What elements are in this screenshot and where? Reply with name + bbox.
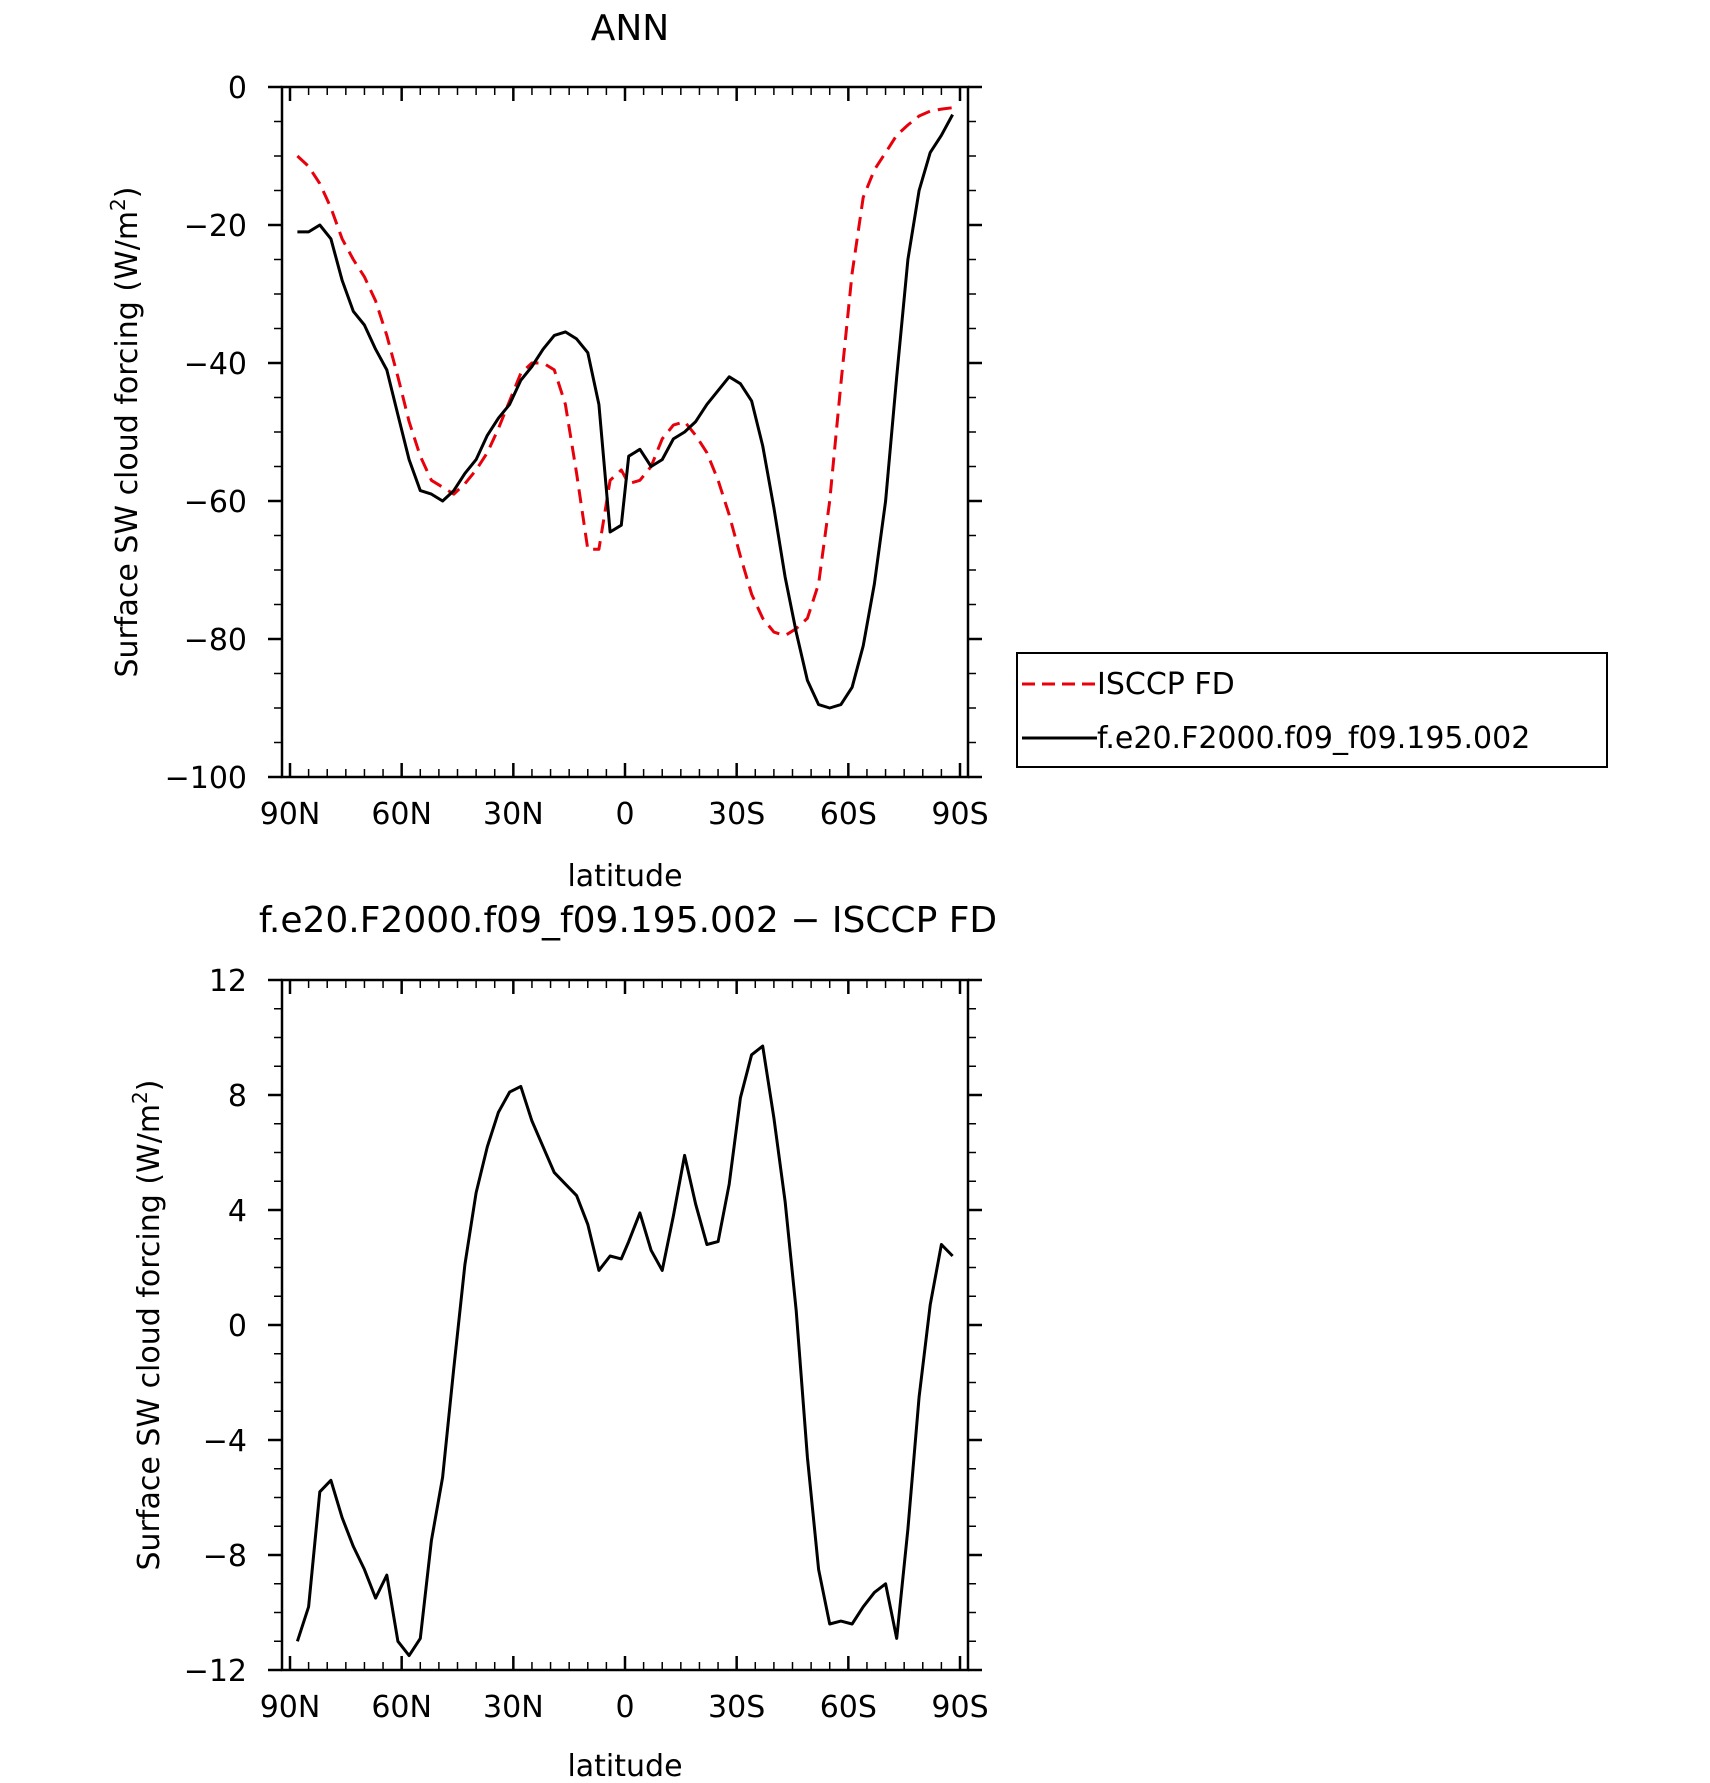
y-tick-label: 0 xyxy=(228,1309,247,1344)
series-line-f-e20-f2000-f09-f09-195-002 xyxy=(297,113,954,710)
y-tick-label: −20 xyxy=(184,209,247,244)
legend-label-model: f.e20.F2000.f09_f09.195.002 xyxy=(1097,721,1530,756)
y-tick-label: −8 xyxy=(203,1539,247,1574)
y-tick-label: −12 xyxy=(184,1654,247,1689)
x-tick-label: 60S xyxy=(820,1690,877,1725)
y-tick-label: −100 xyxy=(165,761,247,796)
legend-label-isccp: ISCCP FD xyxy=(1097,667,1235,702)
y-tick-label: −60 xyxy=(184,485,247,520)
x-tick-label: 0 xyxy=(615,797,634,832)
legend-box xyxy=(1016,652,1608,768)
top-x-axis-label: latitude xyxy=(567,859,682,894)
top-series-group xyxy=(296,106,954,710)
bottom-series-group xyxy=(295,1044,954,1658)
y-tick-label: 0 xyxy=(228,71,247,106)
x-tick-label: 0 xyxy=(615,1690,634,1725)
y-tick-label: 4 xyxy=(228,1194,247,1229)
x-tick-label: 30S xyxy=(708,1690,765,1725)
bottom-chart-panel: f.e20.F2000.f09_f09.195.002 − ISCCP FD 9… xyxy=(128,900,997,1783)
top-y-axis-label: Surface SW cloud forcing (W/m2) xyxy=(106,186,145,677)
y-tick-label: 12 xyxy=(209,964,247,999)
y-tick-label: −80 xyxy=(184,623,247,658)
bottom-plot-frame xyxy=(280,978,970,1672)
x-tick-label: 60N xyxy=(371,797,432,832)
x-tick-label: 90N xyxy=(260,1690,321,1725)
x-tick-label: 90N xyxy=(260,797,321,832)
x-tick-label: 90S xyxy=(931,1690,988,1725)
top-plot-frame xyxy=(280,85,970,779)
bottom-y-axis-label: Surface SW cloud forcing (W/m2) xyxy=(128,1079,167,1570)
y-tick-label: −4 xyxy=(203,1424,247,1459)
y-tick-label: 8 xyxy=(228,1079,247,1114)
x-tick-label: 60S xyxy=(820,797,877,832)
top-axis-ticks: 90N 60N 30N 0 30S 60S 90S 0 −20 −40 −60 −80 −100 xyxy=(165,71,989,832)
y-tick-label: −40 xyxy=(184,347,247,382)
series-line-diff-0 xyxy=(295,1044,954,1658)
x-tick-label: 30N xyxy=(483,1690,544,1725)
bottom-chart-title: f.e20.F2000.f09_f09.195.002 − ISCCP FD xyxy=(259,900,997,941)
legend: ISCCP FD f.e20.F2000.f09_f09.195.002 xyxy=(1016,652,1608,768)
top-chart-title: ANN xyxy=(591,8,670,49)
x-tick-label: 30S xyxy=(708,797,765,832)
bottom-axis-ticks: 90N 60N 30N 0 30S 60S 90S 12 8 4 0 −4 −8 −12 xyxy=(184,964,989,1725)
x-tick-label: 60N xyxy=(371,1690,432,1725)
x-tick-label: 30N xyxy=(483,797,544,832)
x-tick-label: 90S xyxy=(931,797,988,832)
series-line-isccp-fd xyxy=(296,106,953,638)
bottom-x-axis-label: latitude xyxy=(567,1749,682,1783)
top-chart-panel: ANN 90N 60N 30N 0 30S 60S 90S 0 −20 −40 −60 −80 −100… xyxy=(106,8,1608,894)
